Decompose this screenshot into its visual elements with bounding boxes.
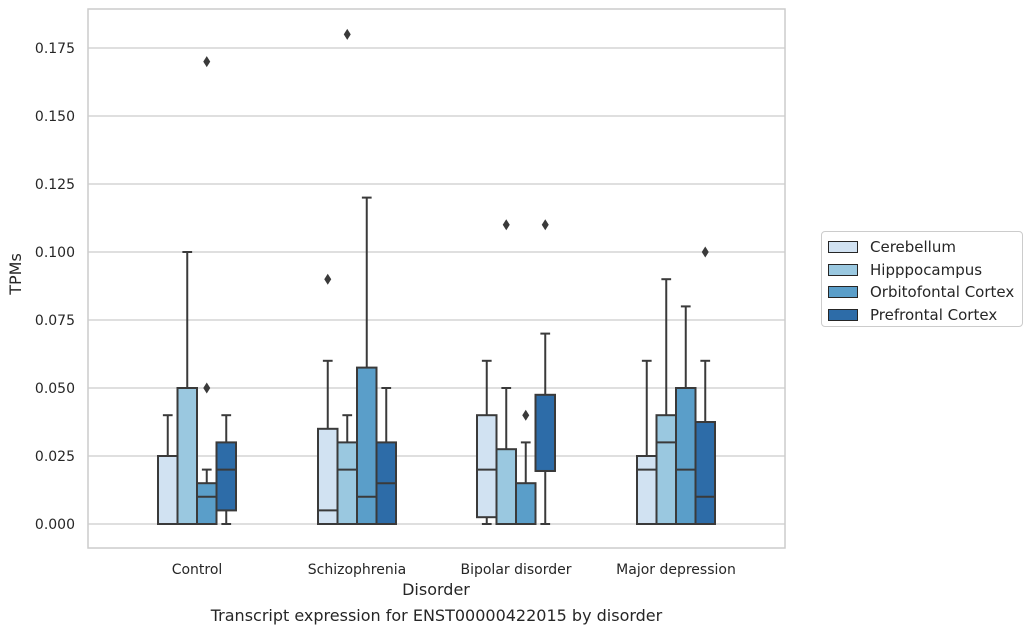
x-tick-label: Schizophrenia <box>308 562 406 578</box>
box-1-3 <box>375 387 397 525</box>
box-3-1 <box>655 278 677 526</box>
y-tick-label: 0.050 <box>35 381 75 397</box>
box-2-2 <box>515 409 537 526</box>
outlier-marker <box>541 219 549 231</box>
box-2-1 <box>495 219 517 526</box>
legend-swatch <box>828 308 858 321</box>
box-2-0 <box>476 359 498 525</box>
box-series <box>157 28 716 526</box>
outlier-marker <box>203 382 211 394</box>
box-1-1 <box>336 28 358 525</box>
box-body <box>476 414 498 519</box>
box-0-3 <box>215 414 237 525</box>
outlier-marker <box>522 409 530 421</box>
box-body <box>215 441 237 512</box>
y-tick-label: 0.125 <box>35 177 75 193</box>
y-tick-label: 0.000 <box>35 517 75 533</box>
plot-frame <box>87 8 786 549</box>
box-2-3 <box>534 219 556 525</box>
legend-swatch <box>828 241 858 254</box>
y-axis-label: TPMs <box>6 253 25 296</box>
outlier-marker <box>203 56 211 68</box>
box-body <box>196 482 218 526</box>
box-1-0 <box>317 273 339 525</box>
box-3-2 <box>675 305 697 525</box>
box-body <box>336 441 358 525</box>
outlier-marker <box>701 246 709 258</box>
box-0-0 <box>157 414 179 525</box>
legend-swatch <box>828 263 858 276</box>
legend-item: Cerebellum <box>828 236 1016 259</box>
box-body <box>636 455 658 525</box>
chart-caption: Transcript expression for ENST0000042201… <box>210 606 663 625</box>
x-axis-label: Disorder <box>402 580 470 599</box>
legend-item: Orbitofontal Cortex <box>828 281 1016 304</box>
legend-label: Cerebellum <box>870 238 956 257</box>
box-3-0 <box>636 359 658 525</box>
outlier-marker <box>502 219 510 231</box>
box-body <box>515 482 537 526</box>
box-1-2 <box>356 196 378 525</box>
box-0-2 <box>196 56 218 526</box>
legend: Cerebellum Hipppocampus Orbitofontal Corte… <box>821 231 1023 327</box>
outlier-marker <box>343 28 351 40</box>
box-body <box>694 421 716 525</box>
box-body <box>675 387 697 525</box>
y-tick-label: 0.150 <box>35 109 75 125</box>
outlier-marker <box>324 273 332 285</box>
x-tick-label: Major depression <box>616 562 736 578</box>
y-tick-label: 0.075 <box>35 313 75 329</box>
box-body <box>176 387 198 525</box>
box-body <box>534 393 556 472</box>
axis-ticks: 0.000 0.025 0.050 0.075 0.100 0.125 0.150 0.175… <box>35 41 736 578</box>
y-tick-label: 0.175 <box>35 41 75 57</box>
legend-swatch <box>828 286 858 299</box>
box-3-3 <box>694 246 716 525</box>
legend-item: Hipppocampus <box>828 259 1016 282</box>
legend-label: Prefrontal Cortex <box>870 305 998 324</box>
legend-label: Hipppocampus <box>870 260 983 279</box>
box-body <box>157 455 179 525</box>
x-tick-label: Bipolar disorder <box>460 562 571 578</box>
y-tick-label: 0.025 <box>35 449 75 465</box>
legend-item: Prefrontal Cortex <box>828 304 1016 327</box>
box-body <box>356 366 378 525</box>
x-tick-label: Control <box>172 562 223 578</box>
box-body <box>655 414 677 526</box>
box-body <box>495 448 517 526</box>
box-0-1 <box>176 251 198 525</box>
y-tick-label: 0.100 <box>35 245 75 261</box>
legend-label: Orbitofontal Cortex <box>870 283 1015 302</box>
